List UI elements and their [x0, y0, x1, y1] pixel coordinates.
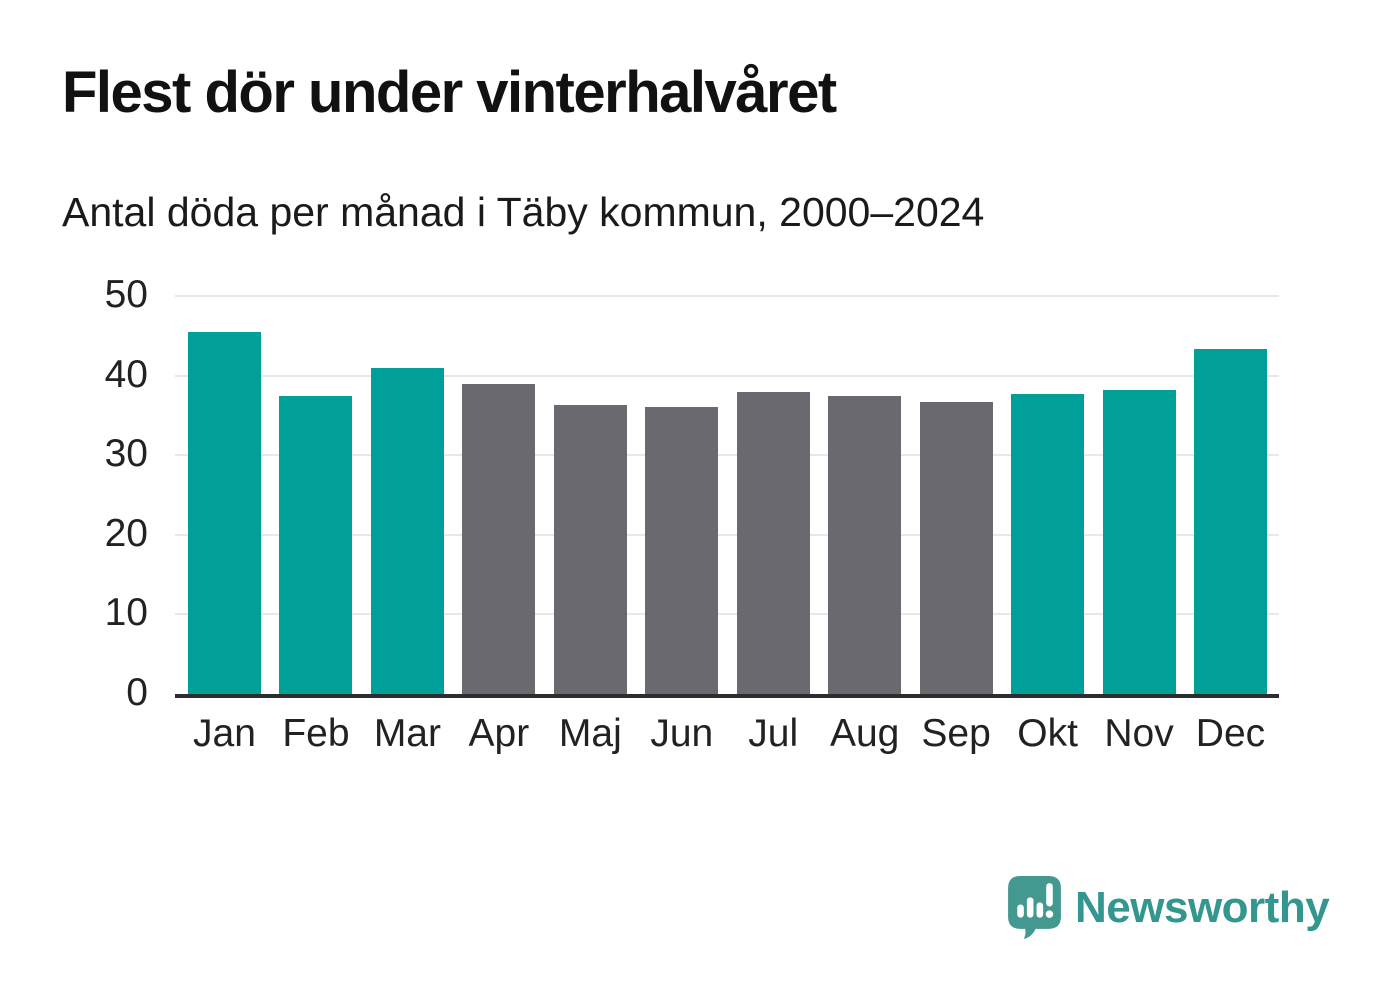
y-tick-label-40: 40 [104, 352, 148, 396]
x-tick-label-nov: Nov [1104, 712, 1174, 755]
bar-maj [553, 405, 627, 694]
x-tick-label-aug: Aug [829, 712, 900, 755]
speech-bubble-shape [1008, 876, 1061, 939]
x-tick-label-sep: Sep [921, 712, 991, 755]
x-tick-label-apr: Apr [468, 712, 530, 755]
gridline-50 [175, 295, 1279, 297]
y-axis: 0 10 20 30 40 50 [0, 273, 148, 714]
bar-nov [1102, 389, 1176, 694]
bar-jan [188, 331, 261, 694]
bar-dec [1193, 348, 1267, 694]
newsworthy-logo-icon [1008, 876, 1061, 939]
bar-okt [1011, 393, 1085, 694]
gridline-30 [175, 454, 1279, 457]
x-tick-label-mar: Mar [373, 712, 441, 755]
gridline-10 [175, 613, 1279, 616]
bar-jul [736, 391, 810, 694]
x-tick-label-feb: Feb [282, 712, 350, 755]
chart-subtitle: Antal döda per månad i Täby kommun, 2000… [62, 189, 985, 235]
bar-feb [279, 396, 353, 694]
x-tick-label-okt: Okt [1017, 712, 1078, 755]
bars [175, 296, 1279, 694]
bar-sep [919, 401, 993, 694]
y-tick-label-50: 50 [104, 273, 148, 317]
y-tick-label-10: 10 [104, 591, 148, 635]
newsworthy-wordmark: Newsworthy [1075, 882, 1330, 932]
x-tick-label-dec: Dec [1195, 712, 1266, 755]
x-tick-label-maj: Maj [558, 712, 622, 755]
grid-layer [175, 295, 1279, 694]
newsworthy-logo: Newsworthy [1008, 876, 1330, 939]
bar-aug [828, 396, 902, 694]
y-tick-label-20: 20 [104, 511, 148, 555]
bar-mar [370, 368, 444, 694]
y-tick-label-0: 0 [126, 671, 148, 715]
x-axis: Jan Feb Mar Apr Maj Jun Jul Aug Sep Okt Nov Dec [175, 712, 1279, 756]
gridline-40 [175, 374, 1279, 377]
x-tick-label-jul: Jul [748, 712, 799, 755]
y-tick-label-30: 30 [104, 432, 148, 476]
gridline-20 [175, 533, 1279, 536]
bar-jun [645, 407, 719, 694]
x-tick-label-jun: Jun [650, 712, 714, 755]
plot-area [175, 295, 1279, 698]
chart-title: Flest dör under vinterhalvåret [62, 60, 837, 125]
bar-apr [462, 384, 536, 694]
x-tick-label-jan: Jan [193, 712, 256, 755]
